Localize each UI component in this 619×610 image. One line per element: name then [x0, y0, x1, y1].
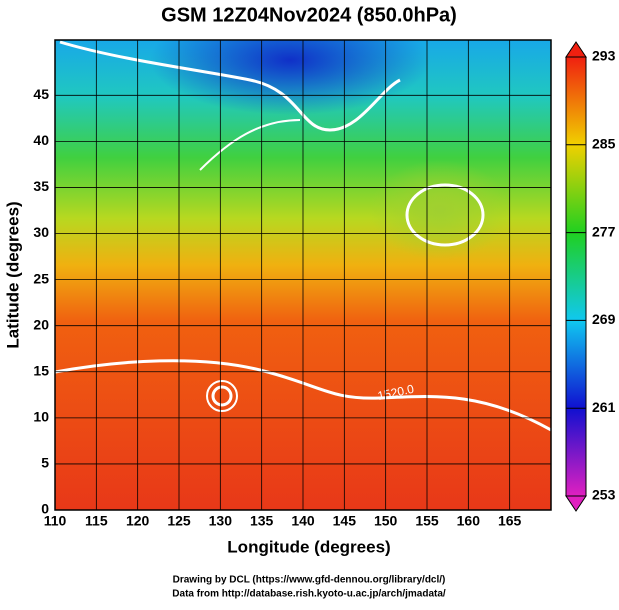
colorbar-scale [565, 56, 587, 497]
x-tick-label: 125 [167, 513, 191, 529]
x-tick-label: 145 [333, 513, 357, 529]
y-tick-label: 30 [33, 224, 49, 240]
y-tick-label: 40 [33, 132, 49, 148]
colorbar-tick-label: 293 [592, 48, 616, 64]
y-tick-label: 10 [33, 409, 49, 425]
colorbar-tick-label: 277 [592, 223, 616, 239]
x-tick-label: 135 [250, 513, 274, 529]
x-tick-label: 155 [415, 513, 439, 529]
x-tick-label: 130 [209, 513, 233, 529]
x-tick-label: 160 [457, 513, 481, 529]
colorbar-tick-label: 285 [592, 136, 616, 152]
colorbar-tick-label: 253 [592, 487, 616, 503]
y-tick-label: 15 [33, 362, 49, 378]
x-tick-label: 165 [498, 513, 522, 529]
footer-credit: Drawing by DCL (https://www.gfd-dennou.o… [173, 575, 446, 586]
colorbar-min [565, 495, 587, 512]
colorbar-max [565, 41, 587, 58]
y-tick-label: 5 [41, 455, 49, 471]
y-tick-label: 25 [33, 270, 49, 286]
y-tick-label: 0 [41, 501, 49, 517]
colorbar-tick-label: 269 [592, 311, 616, 327]
x-tick-label: 115 [85, 513, 108, 529]
y-tick-label: 35 [33, 178, 49, 194]
x-axis-label: Longitude (degrees) [227, 537, 390, 556]
colorbar: 253 261 269 277 285 293 [565, 41, 616, 512]
plot-frame [54, 39, 552, 511]
footer-source: Data from http://database.rish.kyoto-u.a… [172, 589, 446, 600]
x-tick-label: 150 [374, 513, 398, 529]
chart-title: GSM 12Z04Nov2024 (850.0hPa) [161, 4, 457, 26]
colorbar-tick-label: 261 [592, 399, 616, 415]
y-tick-label: 20 [33, 316, 49, 332]
y-axis-label: Latitude (degrees) [3, 201, 22, 348]
y-tick-label: 45 [33, 86, 49, 102]
x-tick-label: 110 [44, 513, 67, 529]
x-tick-label: 140 [291, 513, 315, 529]
x-tick-label: 120 [126, 513, 150, 529]
